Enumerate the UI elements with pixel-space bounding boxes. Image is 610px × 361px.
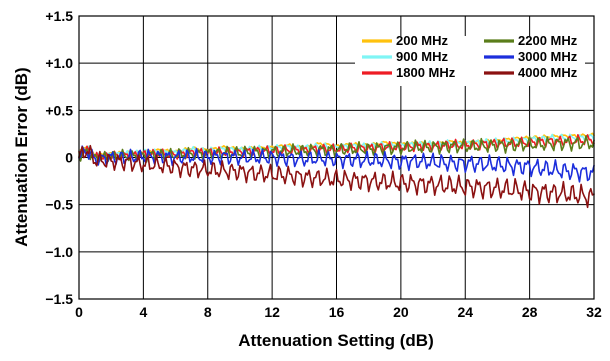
x-tick-label: 4 xyxy=(139,304,147,320)
x-tick-label: 8 xyxy=(204,304,212,320)
y-axis-label: Attenuation Error (dB) xyxy=(12,67,31,246)
y-tick-label: +1.5 xyxy=(45,8,73,24)
series-line-900-mhz xyxy=(78,133,595,159)
y-tick-label: 0 xyxy=(65,150,73,166)
x-tick-label: 32 xyxy=(586,304,602,320)
x-axis-label: Attenuation Setting (dB) xyxy=(238,331,433,350)
series-lines xyxy=(78,132,595,209)
series-line-4000-mhz xyxy=(78,144,595,209)
legend-label-2200-mhz: 2200 MHz xyxy=(518,33,578,48)
y-tick-labels: +1.5 +1.0 +0.5 0 −0.5 −1.0 −1.5 xyxy=(45,8,73,307)
legend-label-3000-mhz: 3000 MHz xyxy=(518,49,578,64)
legend-background xyxy=(355,36,585,86)
legend-label-900-mhz: 900 MHz xyxy=(396,49,449,64)
legend-label-4000-mhz: 4000 MHz xyxy=(518,65,578,80)
y-tick-label: +0.5 xyxy=(45,102,73,118)
legend-label-200-mhz: 200 MHz xyxy=(396,33,449,48)
y-tick-label: −0.5 xyxy=(45,197,73,213)
y-tick-label: −1.5 xyxy=(45,291,73,307)
plot-frame xyxy=(78,15,595,300)
x-tick-label: 20 xyxy=(393,304,409,320)
x-tick-label: 16 xyxy=(329,304,345,320)
legend-label-1800-mhz: 1800 MHz xyxy=(396,65,456,80)
x-tick-label: 24 xyxy=(457,304,473,320)
x-tick-labels: 0 4 8 12 16 20 24 28 32 xyxy=(75,304,602,320)
x-tick-label: 12 xyxy=(264,304,280,320)
y-tick-label: +1.0 xyxy=(45,55,73,71)
x-tick-label: 0 xyxy=(75,304,83,320)
x-tick-label: 28 xyxy=(522,304,538,320)
y-tick-label: −1.0 xyxy=(45,244,73,260)
